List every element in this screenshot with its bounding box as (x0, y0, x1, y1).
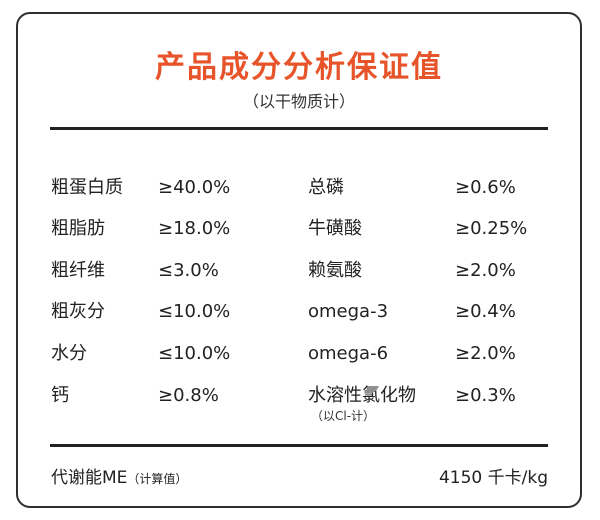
nutrient-name: 粗蛋白质 (51, 177, 123, 198)
table-row: 粗灰分 ≤10.0% omega-3 ≥0.4% (18, 300, 580, 332)
table-row: 水分 ≤10.0% omega-6 ≥2.0% (18, 342, 580, 374)
nutrient-name: 水溶性氯化物 (308, 385, 416, 406)
nutrient-name: omega-6 (308, 343, 389, 364)
page-title: 产品成分分析保证值 (155, 50, 443, 85)
nutrient-value: ≥2.0% (455, 343, 516, 364)
nutrient-name: 总磷 (308, 177, 344, 198)
nutrition-card: 产品成分分析保证值 （以干物质计） 粗蛋白质 ≥40.0% 总磷 ≥0.6% 粗… (16, 12, 582, 508)
energy-value: 4150 千卡/kg (438, 468, 548, 488)
nutrient-value: ≥0.6% (455, 177, 516, 198)
table-row: 粗脂肪 ≥18.0% 牛磺酸 ≥0.25% (18, 217, 580, 249)
table-row: 粗纤维 ≤3.0% 赖氨酸 ≥2.0% (18, 259, 580, 291)
nutrient-name: 牛磺酸 (308, 218, 362, 239)
nutrient-name: 粗纤维 (51, 260, 105, 281)
nutrient-name: 赖氨酸 (308, 260, 362, 281)
table-row: 粗蛋白质 ≥40.0% 总磷 ≥0.6% (18, 176, 580, 208)
nutrient-value: ≥0.3% (455, 385, 516, 406)
energy-label-group: 代谢能ME（计算值） (51, 463, 187, 488)
nutrient-value: ≥40.0% (158, 177, 231, 198)
nutrient-name: 钙 (51, 385, 69, 406)
nutrient-value: ≤3.0% (158, 260, 219, 281)
bottom-divider (50, 444, 548, 447)
page-subtitle: （以干物质计） (242, 92, 355, 111)
nutrient-value: ≥0.8% (158, 385, 219, 406)
nutrient-name: omega-3 (308, 301, 389, 322)
nutrient-value: ≥18.0% (158, 218, 231, 239)
nutrient-value: ≤10.0% (158, 301, 231, 322)
nutrient-value: ≤10.0% (158, 343, 231, 364)
nutrient-value: ≥0.25% (455, 218, 528, 239)
nutrient-note: （以Cl-计） (311, 409, 376, 423)
top-divider (50, 127, 548, 130)
nutrient-value: ≥0.4% (455, 301, 516, 322)
nutrient-name: 水分 (51, 343, 87, 364)
energy-note: （计算值） (127, 472, 188, 486)
nutrient-name: 粗脂肪 (51, 218, 105, 239)
table-row: 钙 ≥0.8% 水溶性氯化物 （以Cl-计） ≥0.3% (18, 384, 580, 430)
energy-label: 代谢能ME (51, 468, 128, 488)
nutrient-value: ≥2.0% (455, 260, 516, 281)
nutrient-name: 粗灰分 (51, 301, 105, 322)
